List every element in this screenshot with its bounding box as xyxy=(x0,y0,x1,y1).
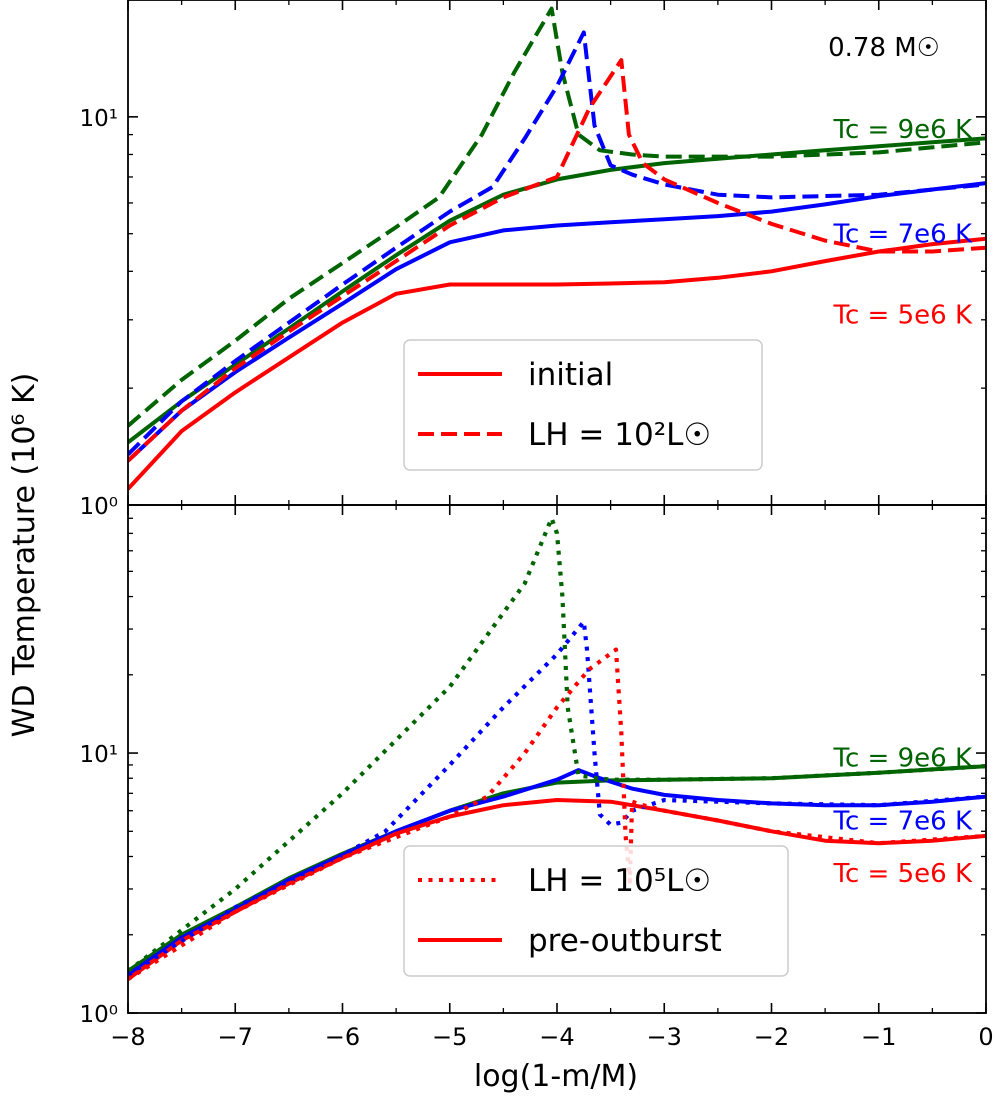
curve-label-1: Tc = 7e6 K xyxy=(833,220,973,250)
series-solid-1 xyxy=(128,181,986,463)
x-tick-label: −8 xyxy=(110,1023,145,1051)
y-tick-label: 10⁰ xyxy=(80,494,119,520)
series-dotted-5 xyxy=(128,647,986,981)
series-dashed-4 xyxy=(128,30,986,456)
curve-label-0: Tc = 9e6 K xyxy=(833,115,973,145)
curve-label-0: Tc = 9e6 K xyxy=(833,744,973,774)
x-tick-label: −3 xyxy=(647,1023,682,1051)
series-group xyxy=(128,6,986,491)
series-dotted-4 xyxy=(128,619,986,977)
series-dotted-3 xyxy=(128,516,986,973)
curve-label-2: Tc = 5e6 K xyxy=(833,859,973,889)
legend-box xyxy=(403,845,789,977)
top-panel: 10⁰ 10¹ Tc = 9e6 K Tc = 7e6 K Tc = 5e6 K 0.78… xyxy=(80,0,987,520)
x-tick-label: 0 xyxy=(978,1023,993,1051)
x-tick-label: −7 xyxy=(218,1023,253,1051)
x-tick-label: −1 xyxy=(861,1023,896,1051)
y-axis-label: WD Temperature (10⁶ K) xyxy=(7,373,42,738)
legend-label-0: LH = 10⁵L☉ xyxy=(528,863,711,899)
y-tick-label: 10¹ xyxy=(80,106,119,132)
plot-frame xyxy=(127,504,987,1014)
legend-label-1: pre-outburst xyxy=(528,923,722,959)
series-solid-0 xyxy=(128,136,986,444)
series-group xyxy=(128,516,986,981)
bottom-panel: 10⁰ 10¹ −8 −7 −6 −5 −4 −3 −2 −1 0 Tc = 9e6 K Tc = 7e… xyxy=(80,504,994,1051)
x-tick-label: −6 xyxy=(325,1023,360,1051)
mass-label: 0.78 M☉ xyxy=(828,33,940,63)
series-solid-2 xyxy=(128,236,986,491)
y-tick-label: 10⁰ xyxy=(80,1002,119,1028)
x-tick-label: −2 xyxy=(754,1023,789,1051)
x-tick-label: −4 xyxy=(539,1023,574,1051)
legend-label-1: LH = 10²L☉ xyxy=(528,417,711,453)
x-axis-label: log(1-m/M) xyxy=(474,1059,638,1094)
legend-label-0: initial xyxy=(528,357,613,393)
curve-label-1: Tc = 7e6 K xyxy=(833,807,973,837)
series-dashed-5 xyxy=(128,58,986,463)
x-tick-label: −5 xyxy=(432,1023,467,1051)
series-dashed-3 xyxy=(128,6,986,428)
y-tick-label: 10¹ xyxy=(80,742,119,768)
curve-label-2: Tc = 5e6 K xyxy=(833,300,973,330)
series-solid-2 xyxy=(128,798,986,981)
